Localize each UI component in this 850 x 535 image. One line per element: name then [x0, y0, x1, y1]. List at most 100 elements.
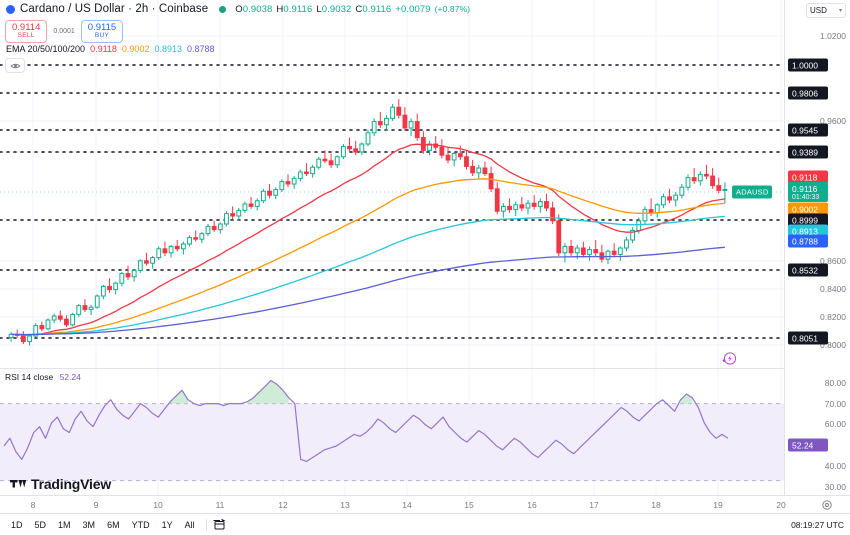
ohlc-readout: O0.9038 H0.9116 L0.9032 C0.9116 +0.0079 …: [235, 4, 470, 15]
bar-countdown: 01:40:33: [792, 193, 820, 201]
buy-label: BUY: [94, 31, 110, 39]
time-axis-tick: 11: [215, 500, 225, 510]
rsi-legend[interactable]: RSI 14 close 52.24: [5, 372, 81, 382]
price-level-badge[interactable]: 0.9806: [788, 86, 828, 100]
time-axis-tick: 17: [589, 500, 599, 510]
bottom-toolbar: 1D 5D 1M 3M 6M YTD 1Y All 08:19:27 UTC: [0, 513, 850, 535]
currency-label: USD: [810, 6, 827, 15]
market-status-icon: [219, 5, 227, 13]
range-button-all[interactable]: All: [184, 519, 195, 530]
rsi-axis-tick: 30.00: [824, 482, 846, 492]
close-label: C: [355, 3, 363, 15]
time-axis-tick: 20: [776, 500, 786, 510]
symbol-price-tag: ADAUSD: [732, 185, 773, 199]
ema100-value: 0.8913: [154, 44, 182, 54]
flash-alert-icon: [722, 352, 737, 365]
visibility-toggle-icon: [9, 63, 21, 68]
change-percent: (+0.87%): [434, 3, 471, 14]
time-axis-tick: 12: [278, 500, 288, 510]
range-button-6m[interactable]: 6M: [107, 519, 120, 530]
ema20-value: 0.9118: [90, 44, 117, 54]
rsi-axis-tick: 70.00: [824, 399, 846, 409]
crosshair-target-icon: [822, 500, 832, 510]
range-button-3m[interactable]: 3M: [82, 519, 96, 530]
price-level-badge[interactable]: 1.0000: [788, 58, 828, 72]
time-axis-tick: 13: [340, 500, 350, 510]
rsi-indicator-panel[interactable]: [0, 368, 784, 495]
open-label: O: [235, 3, 243, 15]
range-button-ytd[interactable]: YTD: [131, 519, 150, 530]
ema-legend-label: EMA 20/50/100/200: [6, 44, 86, 54]
price-axis-tick: 1.0200: [820, 31, 846, 41]
close-value: 0.9116: [362, 3, 392, 15]
time-axis-tick: 15: [464, 500, 474, 510]
price-chart-svg: [0, 0, 784, 368]
sell-button[interactable]: 0.9114 SELL: [5, 20, 48, 43]
tradingview-branding[interactable]: TradingView: [10, 476, 111, 492]
time-axis-tick: 19: [713, 500, 723, 510]
time-axis[interactable]: 8 9 10 11 12 13 14 15 16 17 18 19 20: [0, 495, 850, 513]
rsi-value-badge[interactable]: 52.24: [788, 438, 828, 452]
rsi-chart-svg: [0, 369, 784, 495]
calendar-range-button[interactable]: [212, 518, 228, 532]
rsi-value: 52.24: [59, 372, 81, 382]
ema50-value: 0.9002: [121, 44, 150, 54]
visibility-toggle-button[interactable]: [5, 58, 25, 73]
chevron-down-icon: ▾: [838, 8, 842, 14]
time-axis-tick: 8: [30, 500, 36, 510]
high-value: 0.9116: [283, 3, 313, 15]
price-level-badge[interactable]: 0.9002: [788, 202, 828, 216]
spread-value: 0.0001: [53, 27, 75, 35]
page-title: Cardano / US Dollar · 2h · Coinbase: [20, 3, 209, 15]
price-axis-tick: 0.8000: [820, 340, 846, 350]
price-axis-tick: 0.8600: [820, 256, 846, 266]
symbol-title-row[interactable]: Cardano / US Dollar · 2h · Coinbase O0.9…: [6, 3, 470, 15]
symbol-logo-icon: [6, 4, 15, 14]
chart-header: Cardano / US Dollar · 2h · Coinbase O0.9…: [0, 0, 850, 73]
rsi-axis-tick: 40.00: [824, 461, 846, 471]
currency-selector[interactable]: USD ▾: [806, 3, 846, 18]
price-level-badge[interactable]: 0.8999: [788, 213, 828, 227]
price-level-badge[interactable]: 0.9389: [788, 145, 828, 159]
buy-button[interactable]: 0.9115 BUY: [80, 20, 124, 43]
ema-indicator-legend[interactable]: EMA 20/50/100/200 0.9118 0.9002 0.8913 0…: [6, 44, 215, 54]
price-axis-tick: 0.8400: [820, 284, 846, 294]
price-level-badge[interactable]: 0.8788: [788, 234, 828, 248]
range-button-5d[interactable]: 5D: [34, 519, 47, 530]
time-axis-tick: 18: [651, 500, 661, 510]
price-axis-tick: 0.8200: [820, 312, 846, 322]
bid-ask-panel: 0.9114 SELL 0.0001 0.9115 BUY: [5, 20, 124, 43]
time-axis-tick: 10: [153, 500, 163, 510]
time-axis-tick: 9: [93, 500, 99, 510]
rsi-legend-label: RSI 14 close: [5, 372, 54, 382]
sell-price: 0.9114: [12, 22, 41, 33]
low-value: 0.9032: [321, 3, 352, 15]
price-level-badge[interactable]: 0.8913: [788, 224, 828, 238]
price-axis[interactable]: 1.0200 0.9600 0.8600 0.8400 0.8200 0.8000 1.0…: [784, 0, 850, 495]
toolbar-divider: [205, 518, 207, 531]
tradingview-logo-text: TradingView: [31, 476, 112, 492]
range-button-1y[interactable]: 1Y: [161, 519, 173, 530]
clock-readout: 08:19:27 UTC: [791, 520, 844, 530]
price-level-badge[interactable]: 0.9118: [788, 170, 828, 184]
high-label: H: [276, 3, 284, 15]
range-buttons: 1D 5D 1M 3M 6M YTD 1Y All: [5, 517, 201, 533]
open-value: 0.9038: [242, 3, 273, 15]
last-price-badge[interactable]: 0.9116 01:40:33: [788, 182, 828, 202]
time-axis-tick: 16: [527, 500, 537, 510]
tradingview-logo-icon: [10, 480, 27, 488]
time-axis-tick: 14: [402, 500, 412, 510]
calendar-range-icon: [213, 518, 225, 529]
range-button-1m[interactable]: 1M: [58, 519, 71, 530]
price-level-badge[interactable]: 0.8051: [788, 331, 828, 345]
crosshair-target-button[interactable]: [822, 500, 832, 510]
sell-label: SELL: [17, 31, 35, 39]
price-chart-panel[interactable]: [0, 0, 784, 368]
change-value: +0.0079: [395, 3, 431, 15]
buy-price: 0.9115: [87, 22, 117, 33]
price-level-badge[interactable]: 0.8532: [788, 263, 828, 277]
price-level-badge[interactable]: 0.9545: [788, 123, 828, 137]
range-button-1d[interactable]: 1D: [11, 519, 23, 530]
low-label: L: [316, 3, 322, 15]
flash-alert-button[interactable]: [722, 351, 737, 366]
